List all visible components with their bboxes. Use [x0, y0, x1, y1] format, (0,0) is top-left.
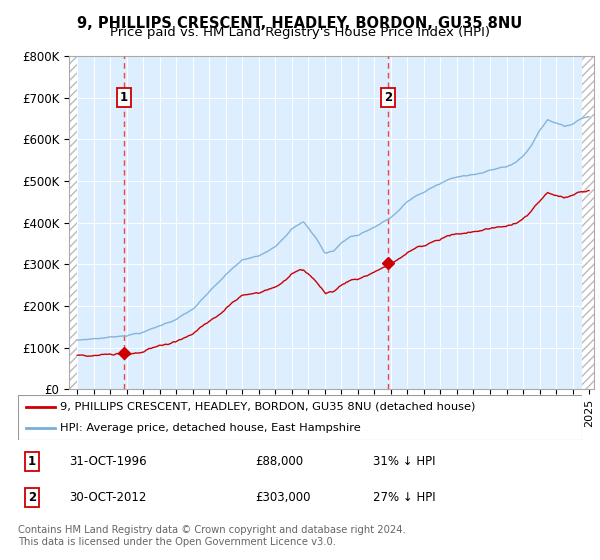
Text: £88,000: £88,000 — [255, 455, 303, 468]
Text: 1: 1 — [120, 91, 128, 104]
Text: 31% ↓ HPI: 31% ↓ HPI — [373, 455, 436, 468]
Text: 9, PHILLIPS CRESCENT, HEADLEY, BORDON, GU35 8NU (detached house): 9, PHILLIPS CRESCENT, HEADLEY, BORDON, G… — [60, 402, 476, 412]
FancyBboxPatch shape — [18, 395, 582, 440]
Text: 30-OCT-2012: 30-OCT-2012 — [69, 491, 146, 504]
Text: 2: 2 — [384, 91, 392, 104]
Text: 31-OCT-1996: 31-OCT-1996 — [69, 455, 146, 468]
Text: 9, PHILLIPS CRESCENT, HEADLEY, BORDON, GU35 8NU: 9, PHILLIPS CRESCENT, HEADLEY, BORDON, G… — [77, 16, 523, 31]
Text: HPI: Average price, detached house, East Hampshire: HPI: Average price, detached house, East… — [60, 423, 361, 433]
Text: 1: 1 — [28, 455, 36, 468]
Bar — [583, 56, 600, 389]
Text: Price paid vs. HM Land Registry's House Price Index (HPI): Price paid vs. HM Land Registry's House … — [110, 26, 490, 39]
Text: Contains HM Land Registry data © Crown copyright and database right 2024.
This d: Contains HM Land Registry data © Crown c… — [18, 525, 406, 547]
Text: £303,000: £303,000 — [255, 491, 310, 504]
Bar — [69, 56, 77, 389]
Text: 2: 2 — [28, 491, 36, 504]
Text: 27% ↓ HPI: 27% ↓ HPI — [373, 491, 436, 504]
